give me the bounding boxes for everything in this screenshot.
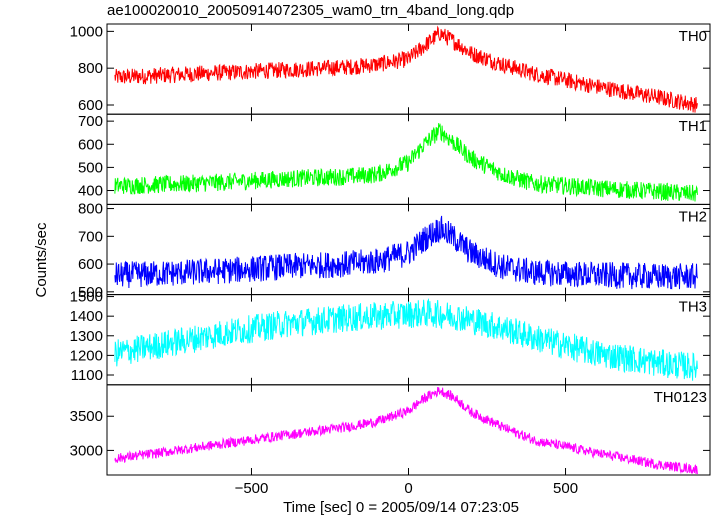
- x-tick-label: 500: [553, 480, 578, 497]
- series-line-th3: [114, 297, 698, 381]
- x-axis-title: Time [sec] 0 = 2005/09/14 07:23:05: [283, 499, 519, 516]
- panel-frame: [106, 384, 711, 476]
- series-line-th0123: [114, 386, 698, 475]
- y-tick-label: 800: [78, 201, 103, 218]
- panel-label: TH2: [679, 208, 707, 225]
- y-tick-label: 3000: [70, 442, 103, 459]
- chart-title: ae100020010_20050914072305_wam0_trn_4ban…: [107, 2, 515, 19]
- y-axis-title: Counts/sec: [33, 222, 50, 298]
- y-tick-label: 1100: [71, 367, 103, 384]
- y-tick-label: 500: [78, 159, 103, 176]
- y-tick-label: 600: [78, 136, 103, 153]
- panel-label: TH0: [679, 28, 707, 45]
- y-tick-label: 1400: [70, 308, 103, 325]
- y-tick-label: 1000: [70, 23, 103, 40]
- panel-th3: 1100 1200 1300 1400 1500 TH3: [70, 289, 711, 386]
- panel-th2: 500 600 700 800 TH2: [78, 201, 711, 301]
- y-tick-label: 800: [78, 60, 103, 77]
- panel-th0: 600 800 1000 TH0: [70, 23, 711, 115]
- y-tick-label: 1300: [70, 328, 103, 345]
- series-line-th1: [114, 123, 698, 202]
- series-line-th0: [114, 25, 698, 113]
- y-tick-label: 700: [78, 228, 103, 245]
- x-tick-label: 0: [404, 480, 412, 497]
- panel-label: TH0123: [654, 389, 707, 406]
- x-axis: −500 0 500: [235, 480, 578, 497]
- y-tick-label: 500: [78, 284, 103, 301]
- y-tick-label: 1200: [70, 347, 103, 364]
- panel-th1: 400 500 600 700 TH1: [78, 113, 711, 205]
- x-tick-label: −500: [235, 480, 269, 497]
- y-tick-label: 3500: [70, 408, 103, 425]
- series-line-th2: [114, 215, 698, 290]
- panel-th0123: 3000 3500 TH0123: [70, 384, 711, 476]
- panel-label: TH3: [679, 299, 707, 316]
- y-tick-label: 700: [78, 113, 103, 130]
- y-tick-label: 1500: [70, 289, 103, 306]
- y-tick-label: 400: [78, 183, 103, 200]
- panel-label: TH1: [679, 118, 707, 135]
- y-tick-label: 600: [78, 97, 103, 114]
- y-tick-label: 600: [78, 256, 103, 273]
